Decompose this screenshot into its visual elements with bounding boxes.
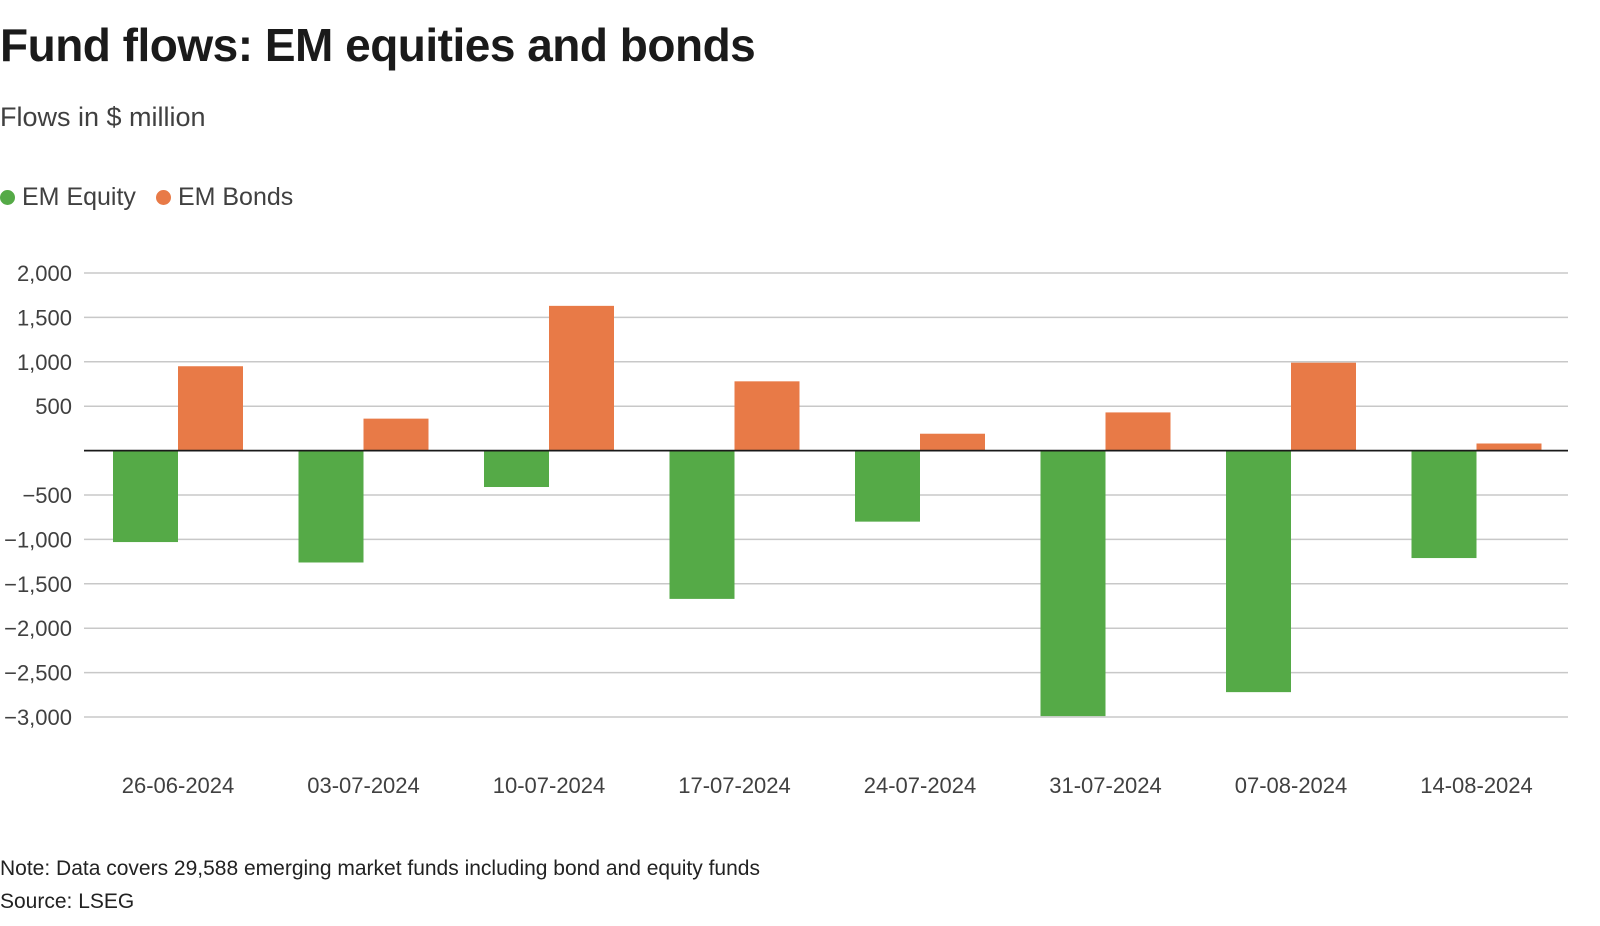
bar-em-bonds-07-08-2024	[1291, 362, 1356, 451]
bar-chart: 2,000 1,500 1,000 500 −500 −1,000 −1,500 −2,000…	[4, 261, 1568, 798]
bar-em-equity-31-07-2024	[1040, 450, 1106, 717]
bars	[113, 305, 1542, 717]
x-axis-ticks: 26-06-2024 03-07-2024 10-07-2024 17-07-2024…	[122, 773, 1533, 798]
legend-item-em-bonds: EM Bonds	[155, 183, 294, 212]
x-tick-label: 07-08-2024	[1235, 773, 1348, 798]
y-axis-ticks: 2,000 1,500 1,000 500 −500 −1,000 −1,500 −2,000…	[4, 261, 72, 730]
legend-label-em-equity: EM Equity	[22, 183, 136, 211]
y-tick-label: 2,000	[17, 261, 72, 286]
footnote: Note: Data covers 29,588 emerging market…	[0, 857, 760, 880]
source-credit: Source: LSEG	[0, 890, 135, 913]
y-tick-label: −500	[22, 483, 72, 508]
bar-em-equity-07-08-2024	[1226, 450, 1291, 693]
chart-subtitle: Flows in $ million	[0, 102, 206, 132]
x-tick-label: 10-07-2024	[493, 773, 606, 798]
y-tick-label: 500	[35, 394, 72, 419]
bar-em-bonds-26-06-2024	[178, 366, 243, 451]
x-tick-label: 14-08-2024	[1420, 773, 1533, 798]
bar-em-equity-17-07-2024	[669, 450, 735, 599]
y-tick-label: −2,000	[4, 616, 72, 641]
x-tick-label: 17-07-2024	[678, 773, 791, 798]
legend-swatch-em-equity	[0, 190, 15, 205]
bar-em-bonds-17-07-2024	[734, 381, 800, 451]
bar-em-bonds-03-07-2024	[363, 418, 429, 451]
y-tick-label: −2,500	[4, 661, 72, 686]
bar-em-equity-14-08-2024	[1411, 450, 1477, 559]
bar-em-equity-10-07-2024	[484, 450, 549, 488]
x-tick-label: 03-07-2024	[307, 773, 420, 798]
chart-title: Fund flows: EM equities and bonds	[0, 19, 756, 71]
bar-em-equity-03-07-2024	[298, 450, 364, 563]
x-tick-label: 24-07-2024	[864, 773, 977, 798]
bar-em-bonds-24-07-2024	[920, 433, 985, 451]
legend-item-em-equity: EM Equity	[0, 183, 136, 212]
bar-em-bonds-14-08-2024	[1476, 443, 1542, 451]
x-tick-label: 31-07-2024	[1049, 773, 1162, 798]
y-tick-label: 1,000	[17, 350, 72, 375]
x-tick-label: 26-06-2024	[122, 773, 235, 798]
bar-em-bonds-10-07-2024	[549, 305, 614, 451]
bar-em-equity-26-06-2024	[113, 450, 178, 543]
y-tick-label: −1,500	[4, 572, 72, 597]
y-tick-label: −3,000	[4, 705, 72, 730]
bar-em-equity-24-07-2024	[855, 450, 920, 522]
legend-swatch-em-bonds	[155, 190, 171, 205]
y-tick-label: 1,500	[17, 305, 72, 330]
legend: EM Equity EM Bonds	[0, 183, 313, 212]
y-tick-label: −1,000	[4, 527, 72, 552]
bar-em-bonds-31-07-2024	[1105, 412, 1171, 451]
legend-label-em-bonds: EM Bonds	[177, 183, 294, 211]
